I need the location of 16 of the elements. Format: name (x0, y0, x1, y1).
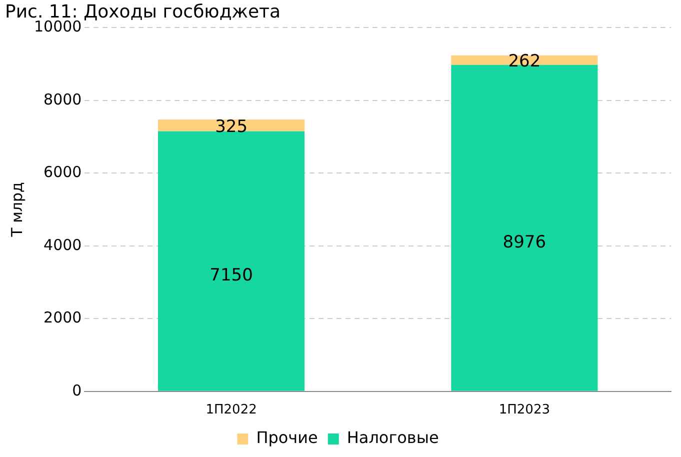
y-tick-label: 10000 (34, 17, 82, 36)
bar (158, 119, 305, 132)
legend-label: Налоговые (346, 428, 439, 448)
x-tick-label: 1П2023 (498, 402, 550, 418)
data-label: 8976 (502, 232, 546, 252)
y-tick-label: 6000 (44, 163, 82, 182)
y-tick-label: 2000 (44, 308, 82, 327)
y-axis-title: Т млрд (8, 182, 26, 238)
y-tick-label: 0 (72, 381, 82, 400)
data-label: 325 (215, 116, 248, 137)
legend-label: Прочие (256, 428, 318, 448)
y-tick-label: 4000 (44, 236, 82, 254)
y-tick-label: 8000 (44, 90, 82, 108)
bar (158, 131, 305, 391)
data-label: 7150 (210, 266, 253, 286)
x-tick-label: 1П2022 (206, 402, 257, 418)
